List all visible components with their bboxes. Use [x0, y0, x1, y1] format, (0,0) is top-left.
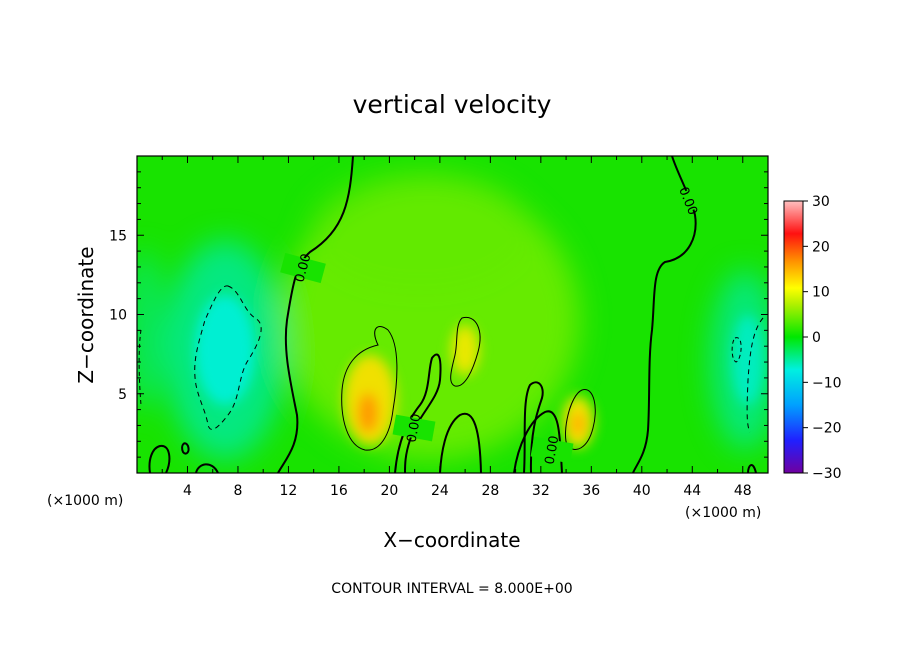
updraft-core-c-hot [571, 412, 585, 436]
x-tick-label: 48 [734, 483, 752, 499]
colorbar-tick-label: 20 [812, 239, 830, 255]
colorbar: 30 20 10 0 −10 −20 −30 [783, 194, 842, 482]
colorbar-tick-label: −30 [812, 466, 842, 482]
zero-contour-bottom-left [148, 444, 171, 473]
zero-contour-mid-b [439, 412, 482, 473]
colorbar-ramp [783, 200, 804, 474]
zero-contour-mid-d [523, 381, 544, 473]
y-axis-ticks: 5 10 15 [109, 171, 768, 458]
colorbar-tick-label: 30 [812, 194, 830, 210]
x-unit-left: (×1000 m) [47, 493, 123, 509]
contour-8-updraft-a [341, 326, 398, 451]
x-tick-label: 12 [280, 483, 298, 499]
x-axis-label: X−coordinate [383, 528, 520, 552]
x-tick-label: 32 [532, 483, 550, 499]
zero-contour-right [632, 156, 697, 473]
x-tick-label: 8 [233, 483, 242, 499]
zero-contour-bottom-blob [181, 442, 190, 455]
y-tick-label: 15 [109, 228, 127, 244]
contour-neg8-left [194, 285, 262, 430]
contour-label-4: 0.00 [543, 435, 563, 466]
contour-labels: 0.00 0.00 0.00 0.00 [280, 184, 711, 466]
colorbar-tick-label: 0 [812, 330, 821, 346]
downdraft-far-left-halo [137, 250, 165, 410]
colorbar-ticks: 30 20 10 0 −10 −20 −30 [803, 194, 842, 482]
downdraft-right-core [732, 315, 764, 405]
colorbar-tick-label: −20 [812, 421, 842, 437]
downdraft-left-core [195, 295, 255, 405]
contour-interval-note: CONTOUR INTERVAL = 8.000E+00 [331, 581, 572, 597]
contour-8-updraft-b [450, 316, 481, 387]
colorbar-tick-label: 10 [812, 285, 830, 301]
contour-neg8-far-left [138, 329, 142, 406]
y-tick-label: 5 [118, 387, 127, 403]
zero-contour-bottom-arc [195, 463, 219, 473]
x-tick-label: 36 [582, 483, 600, 499]
y-axis-label: Z−coordinate [74, 246, 98, 383]
contour-neg8-right [746, 317, 764, 433]
x-tick-label: 44 [683, 483, 701, 499]
x-tick-label: 24 [431, 483, 449, 499]
contour-label-3: 0.00 [405, 413, 425, 444]
updraft-glow-upper [310, 170, 530, 290]
x-tick-label: 16 [330, 483, 348, 499]
contour-label-1: 0.00 [292, 252, 314, 284]
colorbar-tick-label: −10 [812, 375, 842, 391]
x-tick-label: 40 [633, 483, 651, 499]
updraft-core-a-hot [358, 393, 378, 433]
contour-neg8-right-blob [731, 337, 742, 363]
x-unit-right: (×1000 m) [685, 505, 761, 521]
y-tick-label: 10 [109, 308, 127, 324]
zero-contour-right-bottom [747, 464, 757, 473]
x-tick-label: 20 [380, 483, 398, 499]
zero-contour-mid-a [394, 353, 442, 473]
contour-8-updraft-c [564, 389, 596, 450]
updraft-core-b [451, 325, 479, 375]
x-tick-label: 28 [481, 483, 499, 499]
x-axis-ticks: 4 8 12 16 20 24 28 32 36 40 44 48 [161, 156, 752, 499]
zero-contour-left [277, 156, 354, 473]
heatmap-field: 0.00 0.00 0.00 0.00 [137, 156, 768, 473]
contour-lines [138, 156, 764, 473]
x-tick-label: 4 [183, 483, 192, 499]
chart-title: vertical velocity [353, 90, 552, 119]
